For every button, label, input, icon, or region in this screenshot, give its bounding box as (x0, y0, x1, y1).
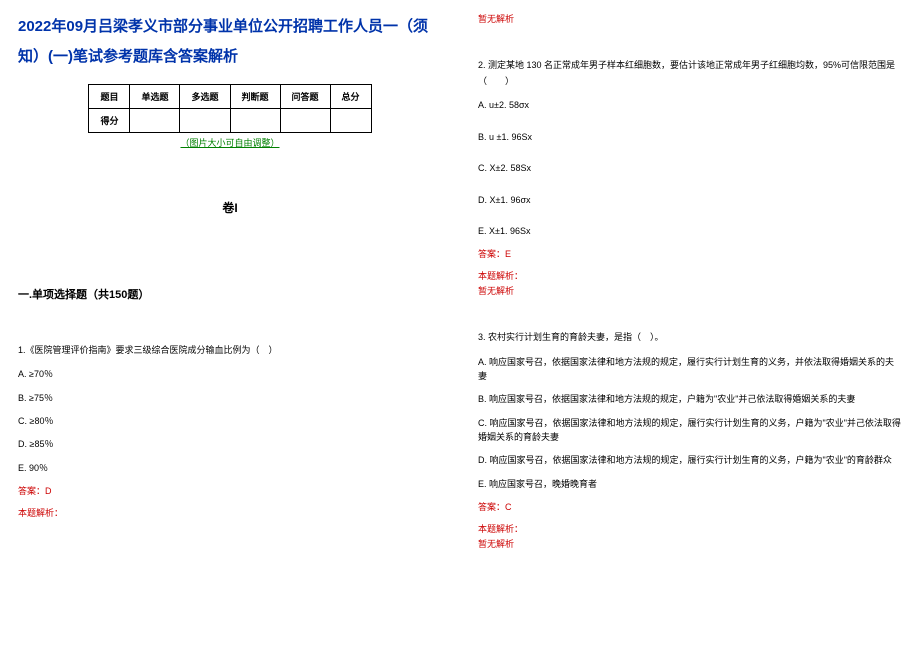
q1-answer: 答案：D (18, 484, 442, 497)
score-table: 题目 单选题 多选题 判断题 问答题 总分 得分 (88, 84, 371, 133)
q3-no-analysis: 暂无解析 (478, 537, 902, 550)
q3-opt-e: E. 响应国家号召，晚婚晚育者 (478, 477, 902, 491)
th-5: 总分 (330, 85, 371, 109)
q1-stem: 1.《医院管理评价指南》要求三级综合医院成分输血比例为（ ） (18, 342, 442, 358)
th-0: 题目 (89, 85, 130, 109)
page-title: 2022年09月吕梁孝义市部分事业单位公开招聘工作人员一（须知）(一)笔试参考题… (18, 12, 442, 72)
q2-opt-a: A. u±2. 58σx (478, 98, 902, 112)
cell (230, 109, 280, 133)
q2-opt-c: C. X±2. 58Sx (478, 161, 902, 175)
q3-opt-d: D. 响应国家号召，依据国家法律和地方法规的规定，履行实行计划生育的义务，户籍为… (478, 453, 902, 467)
image-note: （图片大小可自由调整） (18, 136, 442, 149)
q3-stem: 3. 农村实行计划生育的育龄夫妻，是指（ ）。 (478, 329, 902, 345)
q2-analysis-label: 本题解析： (478, 269, 902, 282)
q3-opt-b: B. 响应国家号召，依据国家法律和地方法规的规定，户籍为"农业"并己依法取得婚姻… (478, 392, 902, 406)
q1-opt-b: B. ≥75％ (18, 391, 442, 405)
q3-opt-a: A. 响应国家号召，依据国家法律和地方法规的规定，履行实行计划生育的义务，并依法… (478, 355, 902, 384)
q1-opt-c: C. ≥80％ (18, 414, 442, 428)
th-2: 多选题 (180, 85, 230, 109)
cell (130, 109, 180, 133)
q1-no-analysis: 暂无解析 (478, 12, 902, 25)
q2-opt-e: E. X±1. 96Sx (478, 224, 902, 238)
q1-analysis-label: 本题解析： (18, 506, 442, 519)
row-label: 得分 (89, 109, 130, 133)
th-1: 单选题 (130, 85, 180, 109)
cell (280, 109, 330, 133)
cell (330, 109, 371, 133)
th-3: 判断题 (230, 85, 280, 109)
volume-label: 卷I (18, 199, 442, 216)
th-4: 问答题 (280, 85, 330, 109)
q2-stem: 2. 测定某地 130 名正常成年男子样本红细胞数，要估计该地正常成年男子红细胞… (478, 57, 902, 89)
q1-opt-a: A. ≥70％ (18, 367, 442, 381)
q3-analysis-label: 本题解析： (478, 522, 902, 535)
q2-no-analysis: 暂无解析 (478, 284, 902, 297)
q2-answer: 答案：E (478, 247, 902, 260)
q1-opt-d: D. ≥85％ (18, 437, 442, 451)
cell (180, 109, 230, 133)
q3-opt-c: C. 响应国家号召，依据国家法律和地方法规的规定，履行实行计划生育的义务，户籍为… (478, 416, 902, 445)
q2-opt-b: B. u ±1. 96Sx (478, 130, 902, 144)
q3-answer: 答案：C (478, 500, 902, 513)
q1-opt-e: E. 90％ (18, 461, 442, 475)
q2-opt-d: D. X±1. 96σx (478, 193, 902, 207)
section-header: 一.单项选择题（共150题） (18, 286, 442, 302)
